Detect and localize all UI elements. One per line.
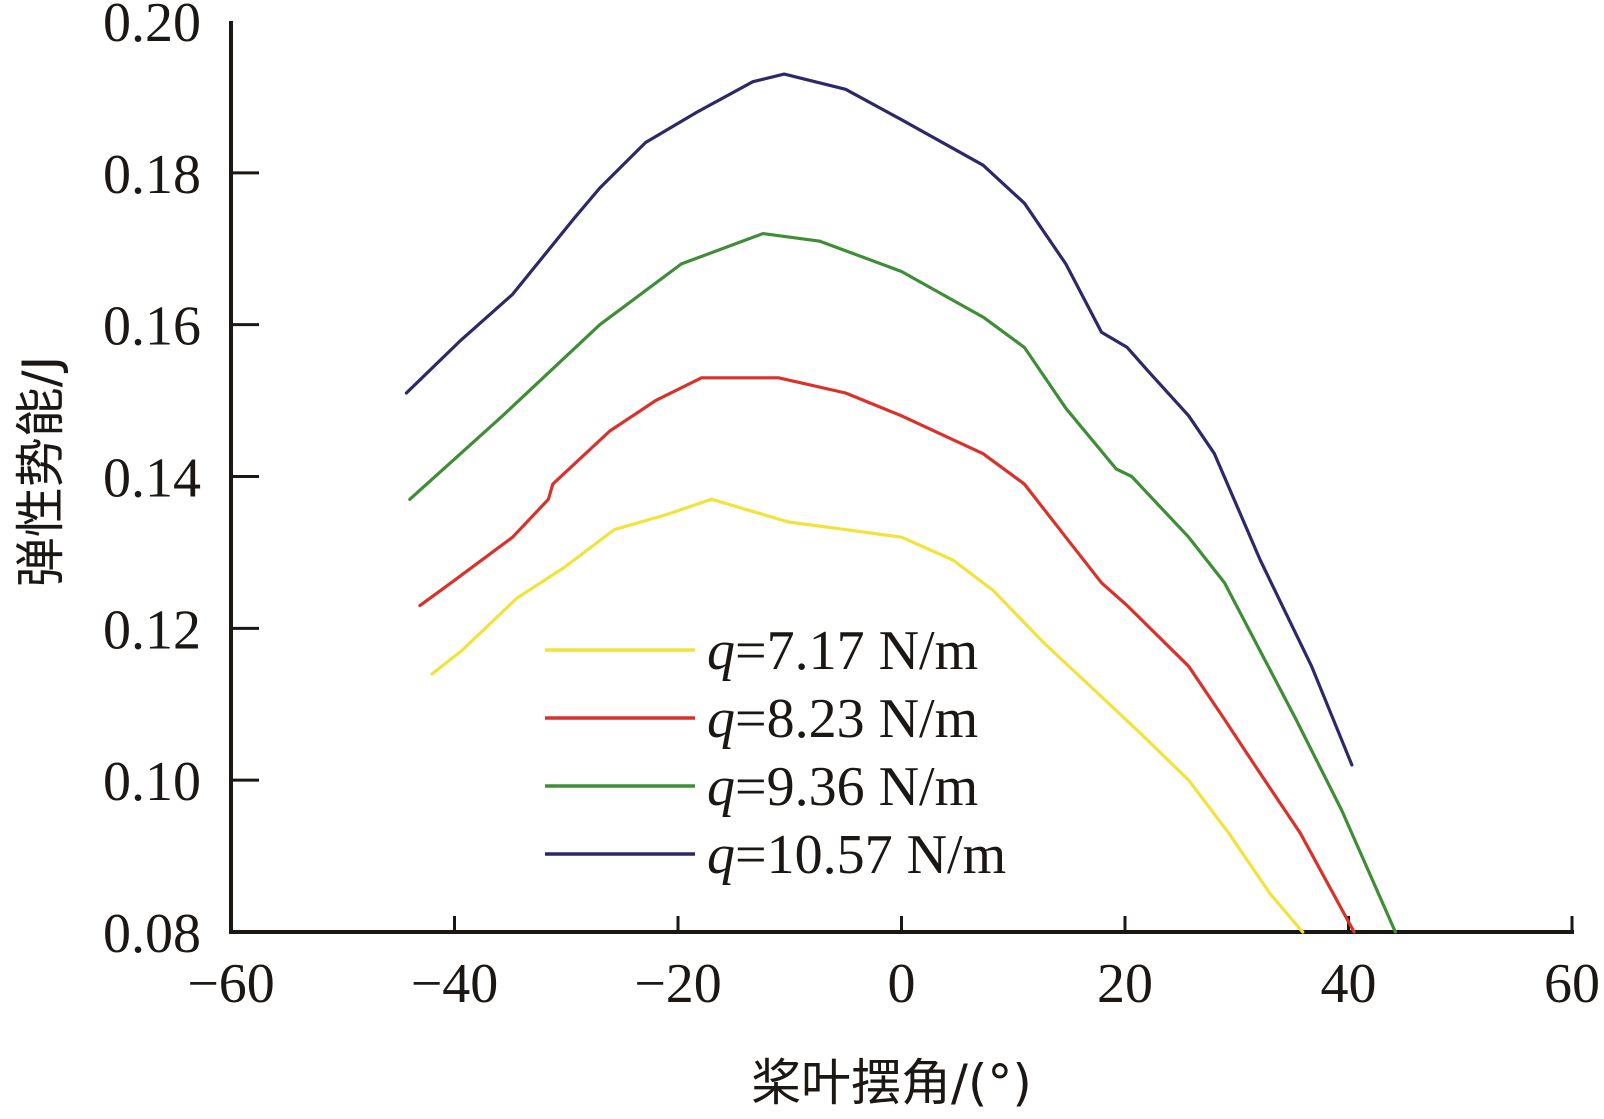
x-tick-label: 20 [1097, 953, 1153, 1015]
x-tick-label: 40 [1321, 953, 1377, 1015]
legend-item: q=7.17 N/m [545, 620, 978, 682]
y-axis-title: 弹性势能/J [12, 356, 70, 588]
x-axis-title: 桨叶摆角/(°) [751, 1054, 1032, 1112]
y-tick-label: 0.16 [103, 296, 201, 358]
series-layer [404, 72, 1398, 934]
x-tick-label: −20 [634, 953, 722, 1015]
y-tick-label: 0.14 [103, 448, 201, 510]
series-line-3 [404, 72, 1354, 767]
x-tick-label: −40 [411, 953, 499, 1015]
legend-label: q=7.17 N/m [707, 620, 978, 682]
legend-item: q=10.57 N/m [545, 824, 1006, 886]
y-tick-label: 0.12 [103, 599, 201, 661]
y-tick-label: 0.18 [103, 144, 201, 206]
y-tick-label: 0.10 [103, 751, 201, 813]
legend-item: q=8.23 N/m [545, 688, 978, 750]
legend-label: q=10.57 N/m [707, 824, 1006, 886]
legend-label: q=9.36 N/m [707, 756, 978, 818]
x-tick-label: 60 [1544, 953, 1600, 1015]
x-tick-label: 0 [888, 953, 916, 1015]
legend-label: q=8.23 N/m [707, 688, 978, 750]
y-tick-label: 0.08 [103, 903, 201, 965]
series-line-2 [408, 232, 1398, 934]
legend-item: q=9.36 N/m [545, 756, 978, 818]
series-line-1 [418, 376, 1356, 934]
x-tick-label: −60 [187, 953, 275, 1015]
axes: −60 −40 −20 0 20 40 60 0.08 0.10 0.12 0.14 0.16 0.1… [103, 0, 1600, 1015]
legend: q=7.17 N/mq=8.23 N/mq=9.36 N/mq=10.57 N/… [545, 620, 1006, 886]
y-tick-label: 0.20 [103, 0, 201, 54]
series-line-0 [430, 497, 1305, 934]
